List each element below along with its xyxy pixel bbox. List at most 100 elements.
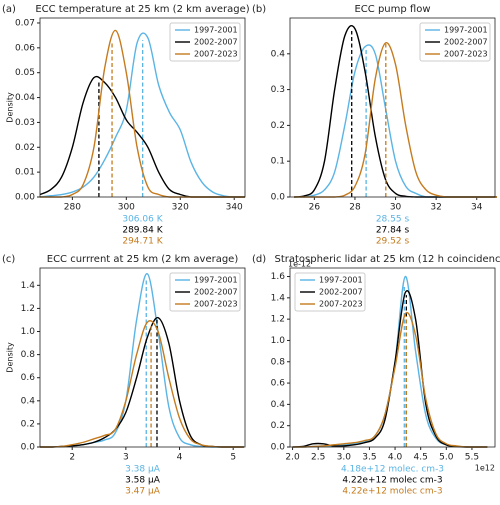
y-tick-label: 0.4 <box>271 400 286 410</box>
panel: (d) Stratospheric lidar at 25 km (12 h co… <box>252 254 500 497</box>
mean-label: 3.47 μA <box>125 487 161 497</box>
y-tick-label: 0.04 <box>15 93 35 103</box>
mean-label: 3.38 μA <box>125 465 161 475</box>
legend-label: 1997-2001 <box>319 276 363 285</box>
legend-label: 1997-2001 <box>194 276 238 285</box>
y-tick-label: 0.06 <box>15 43 35 53</box>
density-curve <box>294 42 498 198</box>
y-tick-label: 0.07 <box>15 18 35 28</box>
x-tick-label: 4.0 <box>388 453 403 463</box>
axes-frame <box>289 267 496 448</box>
x-tick-label: 3.5 <box>362 453 376 463</box>
density-curve <box>292 290 488 448</box>
x-tick-label: 32 <box>430 203 441 213</box>
y-tick-label: 0.8 <box>271 357 286 367</box>
legend-label: 2007-2023 <box>194 50 238 59</box>
density-curve <box>292 311 488 448</box>
y-tick-label: 0.01 <box>15 168 35 178</box>
panel-label: (b) <box>252 4 266 15</box>
y-tick-label: 0.6 <box>21 373 36 383</box>
y-tick-label: 0.3 <box>271 85 285 95</box>
legend-label: 2002-2007 <box>319 288 363 297</box>
y-tick-label: 0.02 <box>15 143 35 153</box>
y-tick-label: 1.4 <box>21 281 36 291</box>
x-tick-label: 2 <box>69 453 75 463</box>
x-tick-label: 30 <box>390 203 402 213</box>
mean-label: 4.22e+12 molec cm-3 <box>342 487 442 497</box>
legend-label: 2002-2007 <box>194 38 238 47</box>
y-axis-label: Density <box>6 92 15 123</box>
y-tick-label: 0.05 <box>15 68 35 78</box>
axes-frame <box>39 17 246 198</box>
legend-frame <box>169 22 241 62</box>
x-tick-label: 2.0 <box>285 453 300 463</box>
mean-label: 306.06 K <box>122 215 163 225</box>
y-tick-label: 0.0 <box>271 193 286 203</box>
chart-title: Stratospheric lidar at 25 km (12 h coinc… <box>274 254 500 265</box>
chart-title: ECC temperature at 25 km (2 km average) <box>35 4 249 15</box>
y-tick-label: 1.2 <box>271 315 285 325</box>
x-tick-label: 26 <box>309 203 321 213</box>
y-tick-label: 0.1 <box>271 157 285 167</box>
mean-label: 4.18e+12 molec. cm-3 <box>341 465 444 475</box>
y-tick-label: 0.03 <box>15 118 35 128</box>
y-tick-label: 0.0 <box>21 443 36 453</box>
chart-title: ECC pump flow <box>354 4 430 15</box>
x-tick-label: 280 <box>64 203 81 213</box>
density-curve <box>39 32 245 198</box>
y-tick-label: 0.6 <box>271 379 286 389</box>
y-tick-label: 0.4 <box>21 396 36 406</box>
legend-frame <box>169 272 241 312</box>
legend-frame <box>294 272 366 312</box>
y-tick-label: 1.6 <box>271 272 286 282</box>
x-tick-label: 340 <box>226 203 243 213</box>
mean-label: 28.55 s <box>376 215 410 225</box>
y-axis-label: Density <box>6 342 15 373</box>
legend-label: 2007-2023 <box>194 300 238 309</box>
x-offset-label: 1e12 <box>475 464 495 473</box>
x-tick-label: 300 <box>118 203 135 213</box>
mean-label: 4.22e+12 molec cm-3 <box>342 476 442 486</box>
panel-label: (c) <box>2 254 15 265</box>
x-tick-label: 5.0 <box>439 453 454 463</box>
panel: (a) ECC temperature at 25 km (2 km averag… <box>2 4 250 247</box>
axes-frame <box>39 267 246 448</box>
y-offset-label: 1e-12 <box>288 260 311 269</box>
x-tick-label: 28 <box>349 203 361 213</box>
y-tick-label: 0.8 <box>21 350 36 360</box>
legend-label: 2002-2007 <box>194 288 238 297</box>
panel: (b) ECC pump flow 26 28 30 32 34 0.0 0.1 0.2 0.3 0.… <box>252 4 498 247</box>
y-tick-label: 1.2 <box>21 304 35 314</box>
legend-label: 2002-2007 <box>444 38 488 47</box>
panel: (c) ECC currrent at 25 km (2 km average) D… <box>2 254 246 497</box>
mean-label: 29.52 s <box>376 237 410 247</box>
y-tick-label: 0.0 <box>271 443 286 453</box>
mean-label: 294.71 K <box>122 237 163 247</box>
x-tick-label: 2.5 <box>311 453 325 463</box>
y-tick-label: 1.4 <box>271 293 286 303</box>
legend-label: 1997-2001 <box>444 26 488 35</box>
x-tick-label: 4 <box>177 453 183 463</box>
legend-label: 2007-2023 <box>319 300 363 309</box>
y-tick-label: 0.4 <box>271 49 286 59</box>
y-tick-label: 0.00 <box>15 193 35 203</box>
x-tick-label: 320 <box>172 203 189 213</box>
y-tick-label: 1.0 <box>271 336 286 346</box>
y-tick-label: 0.2 <box>271 121 285 131</box>
mean-label: 27.84 s <box>376 226 410 236</box>
y-tick-label: 1.0 <box>21 327 36 337</box>
legend-frame <box>419 22 491 62</box>
y-tick-label: 0.2 <box>21 419 35 429</box>
x-tick-label: 34 <box>471 203 483 213</box>
y-tick-label: 0.2 <box>271 421 285 431</box>
legend-label: 1997-2001 <box>194 26 238 35</box>
x-tick-label: 3 <box>123 453 129 463</box>
axes-frame <box>289 17 496 198</box>
density-curve <box>40 320 244 448</box>
legend-label: 2007-2023 <box>444 50 488 59</box>
mean-label: 3.58 μA <box>125 476 161 486</box>
x-tick-label: 5.5 <box>465 453 479 463</box>
x-tick-label: 5 <box>230 453 236 463</box>
mean-label: 289.84 K <box>122 226 163 236</box>
